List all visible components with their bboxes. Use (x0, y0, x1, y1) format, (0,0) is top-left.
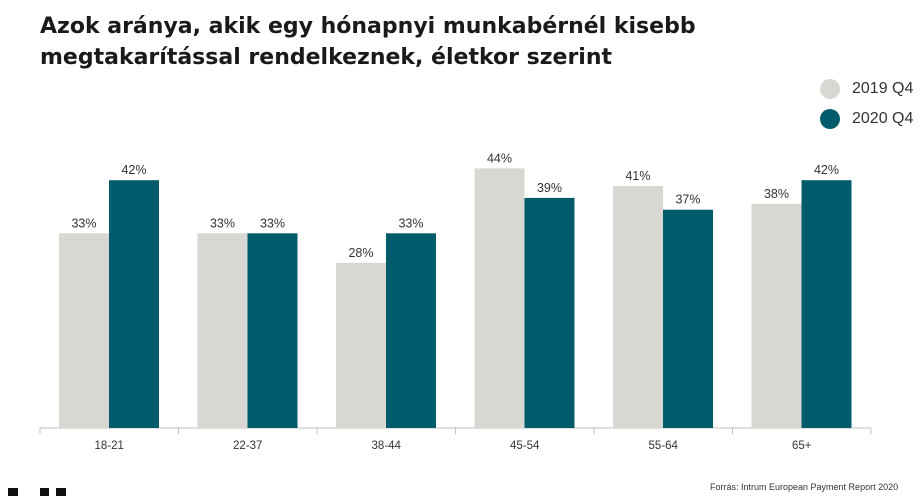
bar-22-37-2020-Q4 (247, 233, 298, 428)
legend-label-2019: 2019 Q4 (852, 80, 914, 97)
legend-item-2019: 2019 Q4 (820, 74, 920, 104)
data-label: 41% (625, 169, 650, 183)
legend-item-2020: 2020 Q4 (820, 104, 920, 134)
bar-38-44-2019-Q4 (336, 262, 386, 428)
x-tick-label: 22-37 (233, 440, 262, 452)
x-tick-label: 65+ (792, 440, 812, 452)
data-label: 28% (348, 246, 373, 260)
x-tick-label: 45-54 (510, 440, 540, 452)
x-tick-label: 38-44 (372, 440, 402, 452)
bar-55-64-2019-Q4 (613, 186, 663, 428)
legend-swatch-2019 (820, 79, 840, 99)
x-tick-label: 55-64 (649, 440, 679, 452)
data-label: 33% (260, 216, 285, 230)
bar-38-44-2020-Q4 (386, 233, 436, 428)
bar-65+-2020-Q4 (801, 180, 852, 428)
legend: 2019 Q4 2020 Q4 (820, 74, 920, 134)
bar-65+-2019-Q4 (751, 203, 802, 428)
bar-22-37-2019-Q4 (197, 233, 248, 428)
data-label: 33% (71, 216, 96, 230)
corner-logo-fragment (0, 488, 70, 496)
data-label: 37% (675, 193, 700, 207)
data-label: 39% (537, 181, 562, 195)
data-label: 38% (764, 187, 789, 201)
legend-label-2020: 2020 Q4 (852, 110, 914, 127)
bar-45-54-2020-Q4 (524, 197, 575, 428)
data-label: 44% (487, 151, 512, 165)
x-tick-label: 18-21 (95, 440, 124, 452)
data-label: 33% (210, 216, 235, 230)
bar-18-21-2020-Q4 (109, 180, 159, 428)
data-label: 42% (121, 163, 146, 177)
source-note: Forrás: Intrum European Payment Report 2… (710, 482, 899, 492)
legend-swatch-2020 (820, 109, 840, 129)
data-label: 42% (814, 163, 839, 177)
bar-45-54-2019-Q4 (474, 168, 525, 428)
bar-55-64-2020-Q4 (663, 209, 713, 428)
data-label: 33% (398, 216, 423, 230)
bar-18-21-2019-Q4 (59, 233, 109, 428)
chart-title: Azok aránya, akik egy hónapnyi munkabérn… (40, 14, 696, 70)
